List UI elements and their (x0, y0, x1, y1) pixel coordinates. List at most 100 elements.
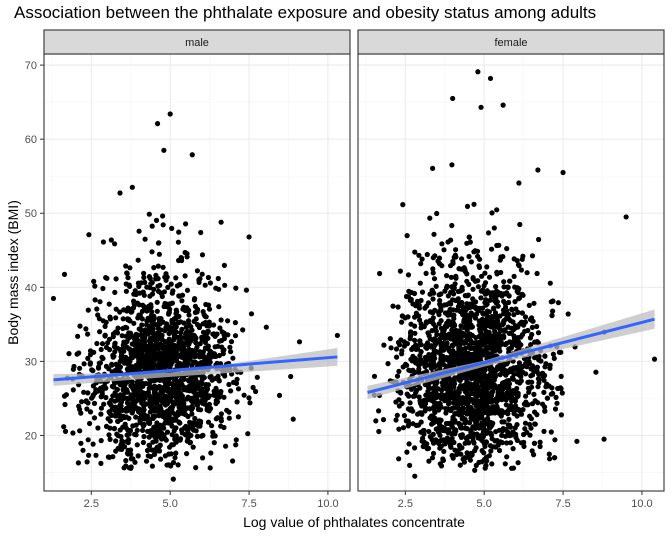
data-point (62, 401, 68, 408)
data-point (193, 383, 199, 389)
data-point (448, 444, 454, 450)
data-point (145, 315, 151, 321)
data-point (207, 280, 213, 286)
data-point (466, 253, 472, 260)
data-point (397, 268, 403, 274)
data-point (524, 270, 530, 276)
data-point (155, 428, 161, 434)
data-point (175, 239, 181, 245)
data-point (198, 433, 205, 439)
data-point (141, 433, 147, 440)
data-point (183, 324, 189, 330)
data-point (434, 332, 440, 338)
data-point (109, 406, 115, 412)
data-point (400, 425, 407, 431)
data-point (546, 451, 552, 457)
data-point (532, 355, 538, 361)
data-point (169, 319, 175, 325)
data-point (500, 291, 506, 297)
data-point (91, 278, 97, 284)
data-point (418, 261, 424, 267)
data-point (484, 264, 490, 270)
data-point (90, 392, 96, 398)
data-point (540, 370, 546, 376)
data-point (438, 395, 444, 401)
data-point (417, 353, 423, 359)
data-point (146, 211, 152, 217)
data-point (243, 287, 249, 293)
data-point (393, 417, 399, 423)
data-point (474, 388, 480, 394)
data-point (105, 416, 111, 422)
data-point (482, 443, 488, 449)
data-point (111, 384, 117, 390)
data-point (112, 289, 118, 295)
data-point (187, 419, 193, 425)
data-point (263, 324, 269, 330)
data-point (457, 308, 463, 315)
data-point (514, 385, 520, 392)
data-point (462, 440, 468, 446)
data-point (468, 357, 474, 363)
data-point (117, 190, 123, 196)
data-point (107, 425, 113, 431)
data-point (119, 346, 125, 352)
data-point (406, 441, 412, 447)
data-point (227, 344, 233, 350)
data-point (431, 440, 437, 446)
data-point (149, 249, 155, 255)
data-point (70, 387, 76, 393)
data-point (550, 298, 556, 304)
data-point (418, 349, 424, 355)
data-point (147, 354, 153, 360)
data-point (157, 282, 163, 288)
data-point (481, 326, 487, 332)
data-point (172, 455, 178, 461)
data-point (151, 359, 157, 365)
data-point (118, 399, 124, 405)
data-point (462, 268, 468, 274)
data-point (422, 359, 428, 365)
data-point (412, 249, 418, 255)
data-point (414, 346, 421, 352)
data-point (143, 458, 150, 464)
data-point (527, 335, 534, 341)
data-point (167, 364, 173, 371)
data-point (191, 332, 197, 338)
data-point (425, 445, 432, 451)
data-point (113, 276, 119, 282)
data-point (109, 412, 115, 418)
data-point (138, 412, 144, 418)
data-point (62, 428, 69, 434)
data-point (447, 392, 453, 398)
data-point (480, 429, 486, 435)
data-point (487, 297, 493, 303)
data-point (430, 266, 436, 272)
data-point (254, 374, 260, 380)
data-point (218, 219, 224, 225)
data-point (184, 254, 190, 260)
data-point (296, 339, 303, 345)
data-point (149, 447, 155, 453)
data-point (458, 425, 464, 431)
data-point (139, 333, 145, 339)
data-point (415, 411, 421, 417)
data-point (100, 285, 106, 292)
data-point (468, 259, 474, 265)
data-point (288, 373, 294, 380)
data-point (165, 301, 171, 307)
data-point (129, 379, 135, 385)
data-point (397, 342, 403, 348)
data-point (519, 310, 525, 316)
data-point (111, 425, 118, 432)
data-point (477, 415, 483, 421)
data-point (96, 360, 102, 366)
data-point (85, 331, 91, 337)
data-point (512, 398, 519, 404)
data-point (518, 440, 525, 446)
data-point (120, 316, 126, 322)
data-point (459, 300, 465, 306)
data-point (417, 317, 423, 323)
data-point (233, 285, 239, 291)
data-point (451, 439, 457, 446)
